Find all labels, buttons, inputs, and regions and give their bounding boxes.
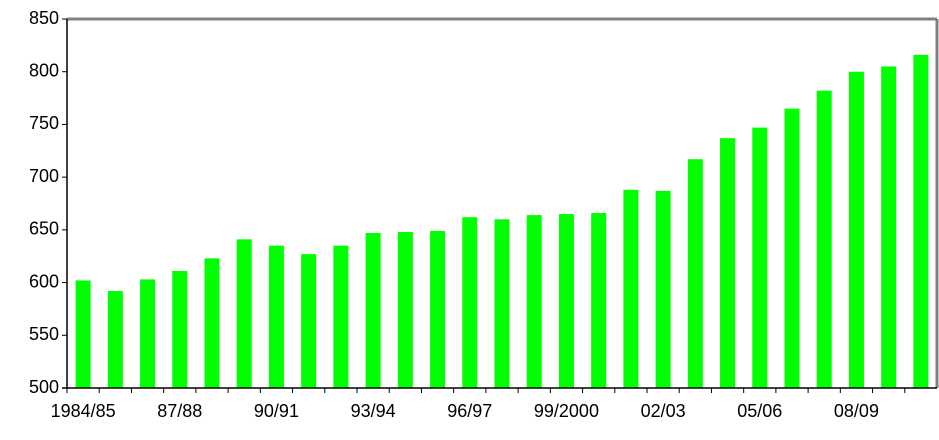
- bar: [881, 66, 897, 388]
- bar: [784, 108, 800, 388]
- x-tick-label: 05/06: [737, 401, 782, 421]
- bar: [430, 230, 446, 388]
- bar: [268, 245, 284, 388]
- bar: [365, 233, 381, 388]
- y-tick-label: 500: [29, 377, 59, 397]
- bar: [397, 231, 413, 388]
- bar: [848, 71, 864, 388]
- bar: [526, 215, 542, 388]
- x-tick-label: 02/03: [641, 401, 686, 421]
- bar: [655, 190, 671, 388]
- bar: [204, 258, 220, 388]
- bar: [591, 212, 607, 388]
- x-tick-label: 1984/85: [51, 401, 116, 421]
- y-tick-label: 850: [29, 8, 59, 28]
- bar: [558, 214, 574, 388]
- bar: [494, 219, 510, 388]
- bar: [816, 90, 832, 388]
- y-tick-label: 800: [29, 60, 59, 80]
- bar: [236, 239, 252, 388]
- y-tick-label: 700: [29, 166, 59, 186]
- bar: [913, 54, 929, 389]
- y-tick-label: 600: [29, 271, 59, 291]
- bar: [720, 138, 736, 388]
- bar: [462, 217, 478, 388]
- bar: [333, 245, 349, 388]
- bar: [623, 189, 639, 388]
- y-tick-label: 550: [29, 324, 59, 344]
- y-tick-label: 750: [29, 113, 59, 133]
- bar: [687, 159, 703, 388]
- x-tick-label: 93/94: [351, 401, 396, 421]
- bar: [172, 270, 188, 388]
- bar: [107, 291, 123, 388]
- bar: [140, 279, 156, 388]
- x-tick-label: 99/2000: [534, 401, 599, 421]
- x-tick-label: 90/91: [254, 401, 299, 421]
- x-tick-label: 96/97: [447, 401, 492, 421]
- x-tick-label: 87/88: [157, 401, 202, 421]
- bar: [752, 127, 768, 388]
- y-tick-label: 650: [29, 219, 59, 239]
- x-tick-label: 08/09: [834, 401, 879, 421]
- bar: [301, 254, 317, 388]
- bar: [75, 280, 91, 388]
